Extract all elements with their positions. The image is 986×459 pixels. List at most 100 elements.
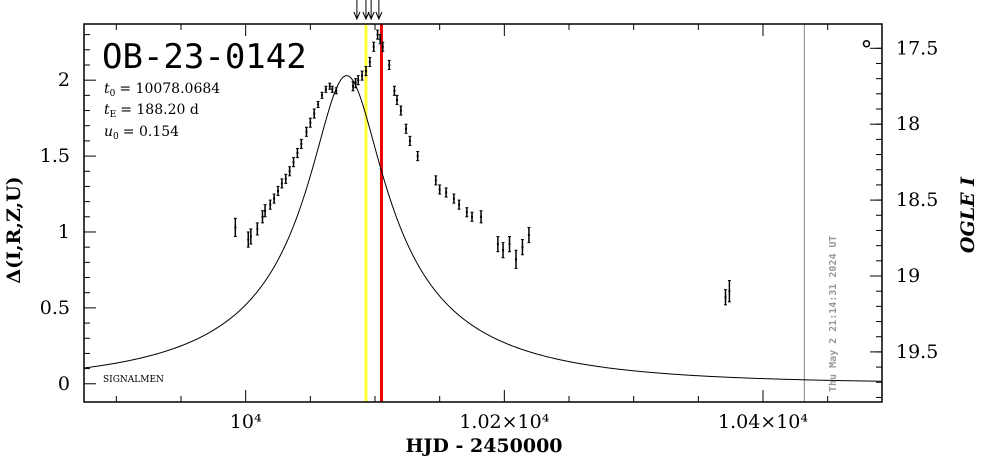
- data-point: [392, 85, 396, 96]
- point-marker: [277, 189, 280, 192]
- data-points: [233, 29, 731, 306]
- point-marker: [261, 215, 264, 218]
- left-tick-label: 1.5: [40, 145, 70, 167]
- x-axis-label: HJD - 2450000: [405, 435, 562, 457]
- param-t0: t0 = 10078.0684: [104, 81, 220, 99]
- right-tick-label: 18: [896, 113, 920, 135]
- x-tick-label: 10⁴: [230, 411, 262, 433]
- data-point: [438, 184, 442, 195]
- left-tick-label: 0: [58, 373, 70, 395]
- data-point: [364, 66, 368, 77]
- data-point: [727, 280, 731, 303]
- left-tick-label: 2: [58, 69, 70, 91]
- data-point: [324, 85, 328, 93]
- point-marker: [381, 45, 384, 48]
- arrow-head: [353, 11, 361, 21]
- data-point: [452, 193, 456, 204]
- data-point: [354, 78, 358, 89]
- data-point: [268, 199, 272, 210]
- point-marker: [247, 238, 250, 241]
- data-point: [381, 41, 385, 52]
- left-tick-labels: 0 0.5 1 1.5 2: [40, 69, 70, 395]
- point-marker: [364, 70, 367, 73]
- point-marker: [416, 155, 419, 158]
- point-marker: [445, 191, 448, 194]
- data-point: [360, 70, 364, 81]
- x-tick-label: 1.02×10⁴: [459, 411, 549, 433]
- point-marker: [368, 60, 371, 63]
- point-marker: [376, 33, 379, 36]
- point-marker: [379, 38, 382, 41]
- data-point: [387, 59, 391, 71]
- data-point: [399, 105, 403, 116]
- data-point: [470, 211, 474, 222]
- point-marker: [269, 203, 272, 206]
- arrow-2: [367, 0, 375, 21]
- point-marker: [300, 142, 303, 145]
- arrow-1: [362, 0, 370, 21]
- right-tick-label: 18.5: [896, 189, 938, 211]
- data-point: [246, 231, 250, 248]
- right-axis-label: OGLE I: [957, 176, 979, 253]
- point-marker: [527, 234, 530, 237]
- point-marker: [508, 243, 511, 246]
- right-tick-label: 17.5: [896, 37, 938, 59]
- point-marker: [393, 89, 396, 92]
- point-marker: [296, 152, 299, 155]
- right-tick-label: 19: [896, 265, 920, 287]
- point-marker: [724, 296, 727, 299]
- point-marker: [309, 121, 312, 124]
- right-tick-labels: 17.5 18 18.5 19 19.5: [896, 37, 938, 363]
- axis-ticks: [84, 24, 882, 402]
- point-marker: [357, 79, 360, 82]
- data-point: [328, 82, 332, 90]
- point-marker: [521, 246, 524, 249]
- point-marker: [328, 85, 331, 88]
- data-point: [416, 151, 420, 162]
- model-curve: [84, 75, 882, 382]
- point-marker: [280, 182, 283, 185]
- point-marker: [728, 290, 731, 293]
- point-marker: [434, 179, 437, 182]
- data-point: [233, 217, 237, 238]
- plot-frame: [83, 23, 883, 403]
- event-arrows: [353, 0, 383, 21]
- point-marker: [305, 130, 308, 133]
- arrow-3: [375, 0, 383, 21]
- data-point: [334, 87, 338, 95]
- timestamp-label: Thu May 2 21:14:31 2024 UT: [828, 235, 839, 392]
- data-point: [514, 249, 518, 269]
- data-point: [320, 91, 324, 99]
- left-tick-label: 0.5: [40, 297, 70, 319]
- param-u0-value: = 0.154: [123, 124, 179, 140]
- point-marker: [361, 74, 364, 77]
- data-point: [276, 185, 280, 197]
- point-marker: [502, 249, 505, 252]
- point-marker: [331, 88, 334, 91]
- point-marker: [292, 161, 295, 164]
- point-marker: [288, 170, 291, 173]
- data-point: [368, 56, 372, 68]
- x-tick-labels: 10⁴ 1.02×10⁴ 1.04×10⁴: [230, 411, 809, 433]
- data-point: [724, 289, 728, 306]
- data-point: [465, 207, 469, 218]
- data-point: [404, 123, 408, 134]
- data-point: [356, 75, 360, 86]
- data-point: [299, 138, 303, 149]
- point-marker: [372, 45, 375, 48]
- data-point: [308, 117, 312, 128]
- data-point: [280, 178, 284, 189]
- point-marker: [234, 226, 237, 229]
- point-marker: [438, 188, 441, 191]
- data-point: [263, 204, 267, 218]
- arrow-0: [353, 0, 361, 21]
- point-marker: [452, 197, 455, 200]
- arrow-head: [362, 11, 370, 21]
- data-point: [376, 29, 380, 40]
- right-tick-label: 19.5: [896, 341, 938, 363]
- point-marker: [317, 103, 320, 106]
- data-point: [292, 157, 296, 168]
- outlier-marker: [862, 39, 871, 48]
- data-point: [395, 94, 399, 105]
- data-point: [284, 173, 288, 184]
